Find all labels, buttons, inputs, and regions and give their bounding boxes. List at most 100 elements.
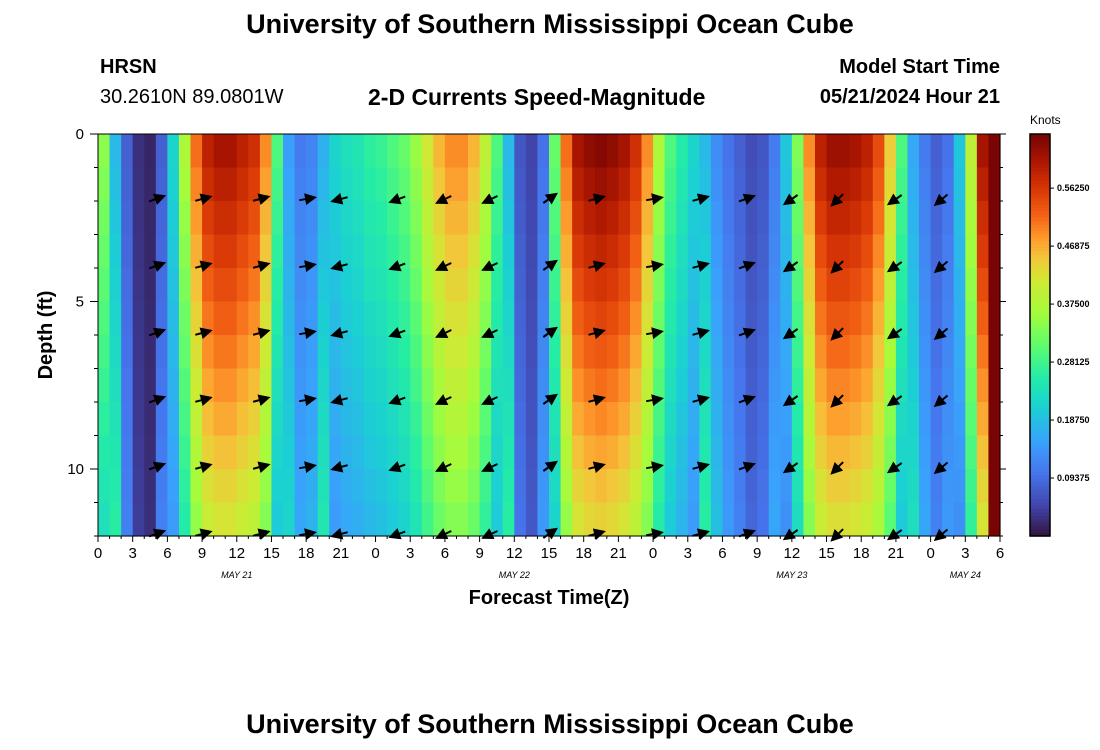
colorbar-segment [1030,489,1050,494]
current-arrow [738,260,756,272]
heatmap-cell [317,435,330,470]
heatmap-cell [722,402,735,437]
heatmap-cell [676,134,689,169]
heatmap-cell [861,335,874,370]
x-tick-label: 12 [784,545,801,562]
heatmap-cell [502,234,515,269]
heatmap-cell [537,301,550,336]
heatmap-cell [433,167,446,202]
heatmap-cell [629,134,643,169]
heatmap-cell [178,167,192,202]
heatmap-cell [202,134,215,169]
heatmap-cell [583,268,596,303]
heatmap-cell [259,134,273,169]
heatmap-cell [745,502,758,537]
colorbar-segment [1030,314,1050,319]
heatmap-cell [849,335,862,370]
heatmap-cell [838,201,851,236]
heatmap-cell [456,368,469,403]
heatmap-cell [190,469,203,504]
current-arrow [692,193,710,206]
heatmap-cell [109,368,122,403]
heatmap-cell [699,234,712,269]
heatmap-cell [687,167,700,202]
heatmap-cell [98,402,111,437]
current-arrow [299,193,317,206]
heatmap-cell [363,201,377,236]
heatmap-cell [514,402,527,437]
colorbar-segment [1030,355,1050,360]
heatmap-cell [121,469,134,504]
heatmap-cell [780,301,793,336]
heatmap-cell [907,469,920,504]
heatmap-cell [641,268,654,303]
heatmap-cell [491,201,504,236]
heatmap-cell [109,201,122,236]
colorbar-segment [1030,469,1050,473]
heatmap-cell [618,134,631,169]
heatmap-cell [271,201,284,236]
current-arrow [148,193,167,205]
heatmap-cell [803,335,816,370]
colorbar-segment [1030,519,1050,524]
colorbar-segment [1030,311,1050,316]
heatmap-cell [294,201,307,236]
heatmap-cell [190,234,203,269]
heatmap-cell [283,435,296,470]
colorbar-segment [1030,187,1050,192]
heatmap-cell [838,402,851,437]
heatmap-cell [236,368,249,403]
heatmap-cell [375,402,388,437]
heatmap-cell [629,469,643,504]
heatmap-cell [456,167,469,202]
heatmap-cell [525,368,539,403]
heatmap-cell [745,134,758,169]
colorbar-segment [1030,385,1050,390]
heatmap-cell [132,402,145,437]
heatmap-cell [803,301,816,336]
heatmap-cell [907,402,920,437]
heatmap-cell [167,368,180,403]
heatmap-cell [283,301,296,336]
heatmap-cell [259,167,273,202]
heatmap-cell [745,469,758,504]
heatmap-cell [710,368,724,403]
heatmap-cell [468,402,481,437]
heatmap-cell [167,234,180,269]
heatmap-cell [572,268,585,303]
heatmap-cell [433,435,446,470]
heatmap-cell [687,234,700,269]
heatmap-cell [271,268,284,303]
current-arrow [195,461,213,474]
colorbar-tick-label: 0.56250 [1057,183,1090,193]
current-arrow [886,193,903,206]
heatmap-cell [895,167,909,202]
heatmap-cell [930,335,943,370]
current-arrow [434,461,452,473]
heatmap-cell [757,268,770,303]
heatmap-cell [109,134,122,169]
x-tick-label: 6 [996,545,1004,562]
heatmap-cell [734,134,747,169]
heatmap-cell [549,402,562,437]
heatmap-cell [687,402,700,437]
heatmap-cell [502,469,515,504]
heatmap-cell [468,167,481,202]
heatmap-cell [791,234,805,269]
heatmap-cell [687,435,700,470]
heatmap-cell [722,435,735,470]
colorbar-segment [1030,328,1050,333]
current-arrow [886,327,903,340]
current-arrow [886,394,903,407]
heatmap-cell [583,335,596,370]
heatmap-cell [722,469,735,504]
heatmap-cell [421,134,434,169]
colorbar-segment [1030,479,1050,483]
heatmap-cell [491,301,504,336]
heatmap-cell [537,435,550,470]
heatmap-cell [491,268,504,303]
heatmap-cell [965,435,978,470]
heatmap-cell [572,134,585,169]
heatmap-cell [849,268,862,303]
heatmap-cell [664,502,677,537]
